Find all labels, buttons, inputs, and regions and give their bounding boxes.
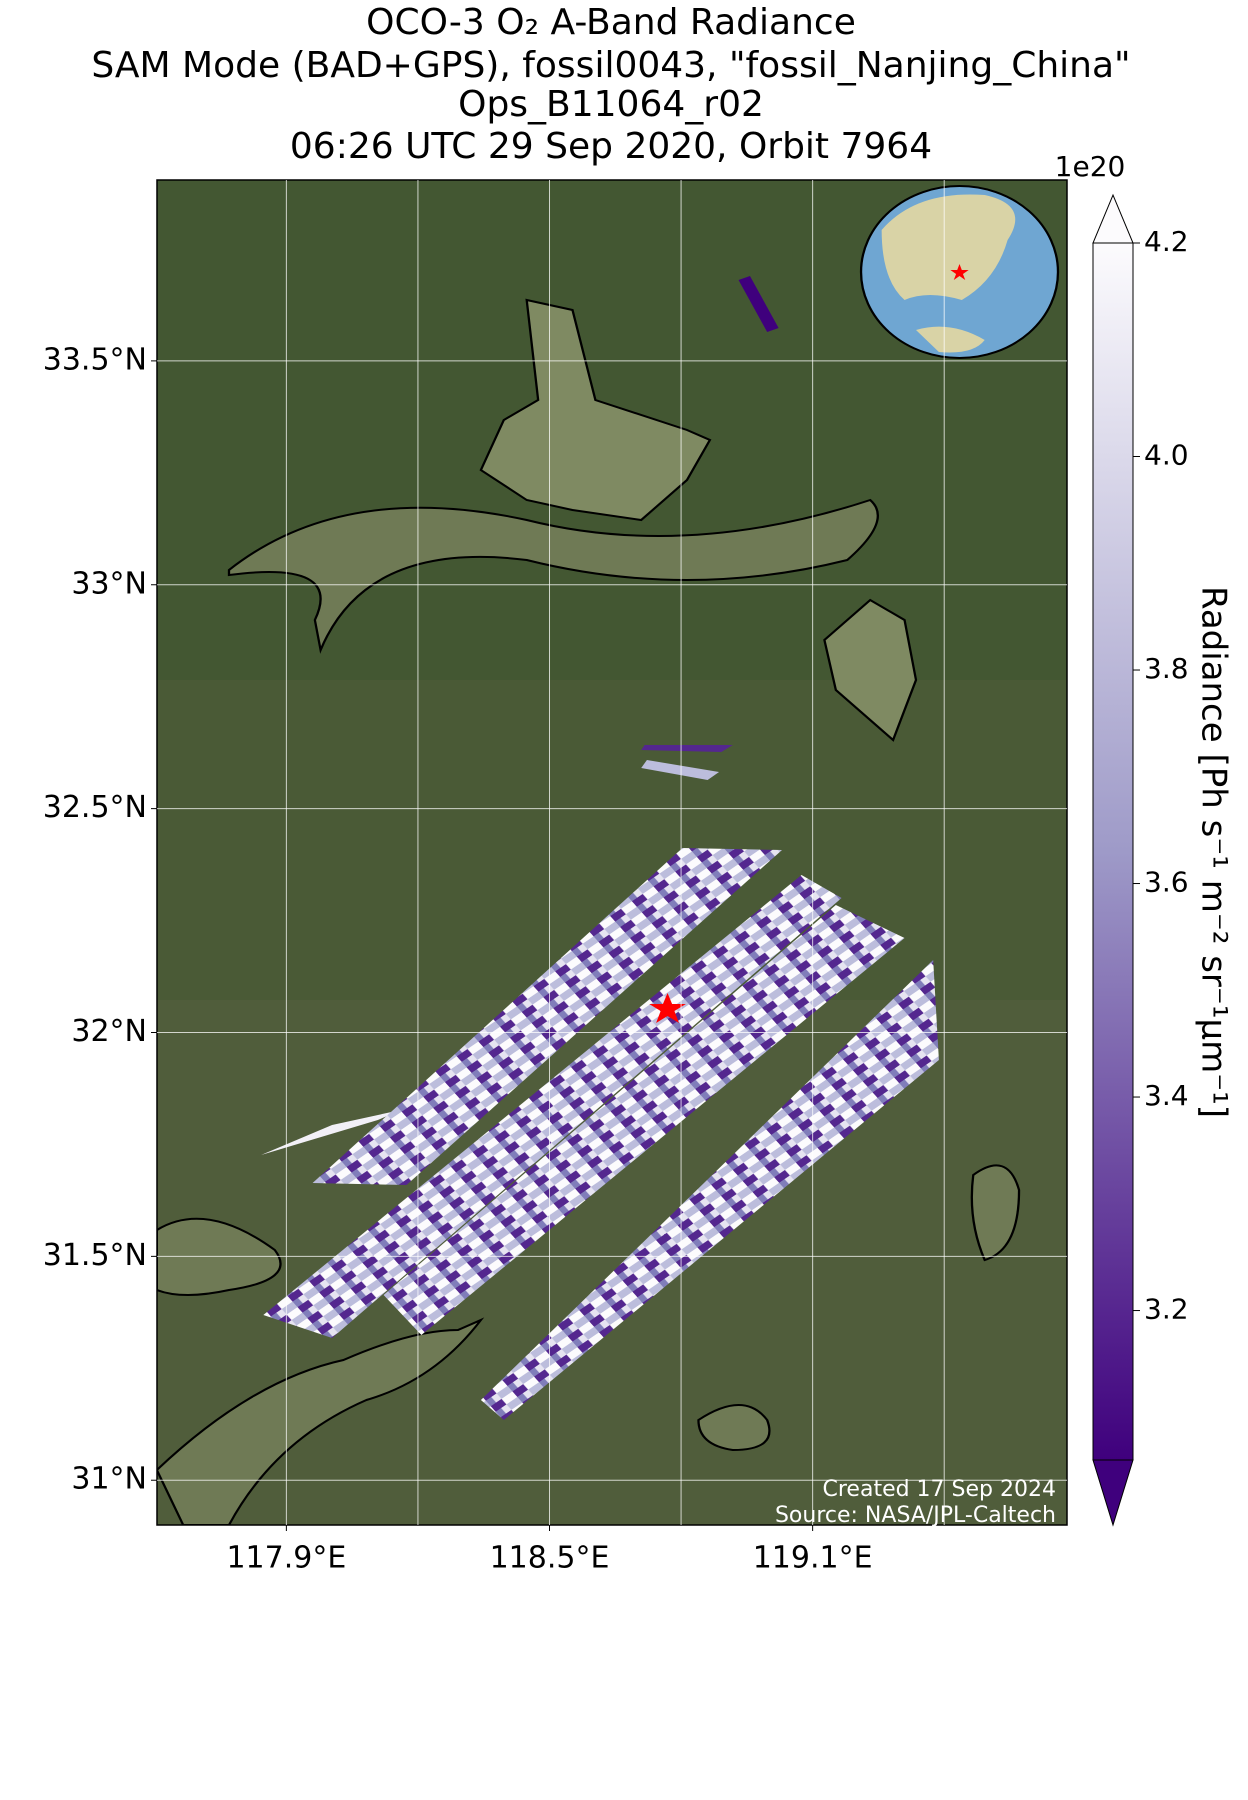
credit: Source: NASA/JPL-Caltech	[775, 1503, 1056, 1528]
colorbar-tick-label: 3.4	[1144, 1079, 1189, 1112]
y-tick-label: 33.5°N	[43, 342, 147, 377]
colorbar-tick-label: 4.0	[1144, 439, 1189, 472]
x-tick-label: 117.9°E	[226, 1541, 346, 1576]
colorbar-tick-label: 3.6	[1144, 866, 1189, 899]
colorbar-scale: 1e20	[1055, 150, 1126, 183]
y-tick-label: 31°N	[71, 1462, 147, 1497]
y-tick-label: 32.5°N	[43, 790, 147, 825]
title-line: 06:26 UTC 29 Sep 2020, Orbit 7964	[290, 126, 932, 167]
colorbar-extend-bottom	[1092, 1459, 1134, 1527]
colorbar-extend-top	[1092, 193, 1134, 244]
x-tick-label: 118.5°E	[490, 1541, 610, 1576]
y-tick-label: 31.5°N	[43, 1238, 147, 1273]
colorbar-label: Radiance [Ph s⁻¹ m⁻² sr⁻¹μm⁻¹]	[1194, 586, 1234, 1118]
map-frame	[156, 179, 1068, 1526]
x-tick-label: 119.1°E	[753, 1541, 873, 1576]
colorbar	[1092, 242, 1134, 1461]
title-line: OCO-3 O₂ A-Band Radiance	[366, 2, 856, 43]
map-imagery	[156, 180, 1068, 1525]
colorbar-tick-label: 4.2	[1144, 225, 1189, 258]
title-line: Ops_B11064_r02	[458, 84, 764, 125]
title-line: SAM Mode (BAD+GPS), fossil0043, "fossil_…	[91, 45, 1130, 86]
y-tick-label: 33°N	[71, 566, 147, 601]
y-tick-label: 32°N	[71, 1014, 147, 1049]
credit: Created 17 Sep 2024	[823, 1477, 1057, 1502]
colorbar-tick-label: 3.8	[1144, 652, 1189, 685]
colorbar-tick-label: 3.2	[1144, 1293, 1189, 1326]
